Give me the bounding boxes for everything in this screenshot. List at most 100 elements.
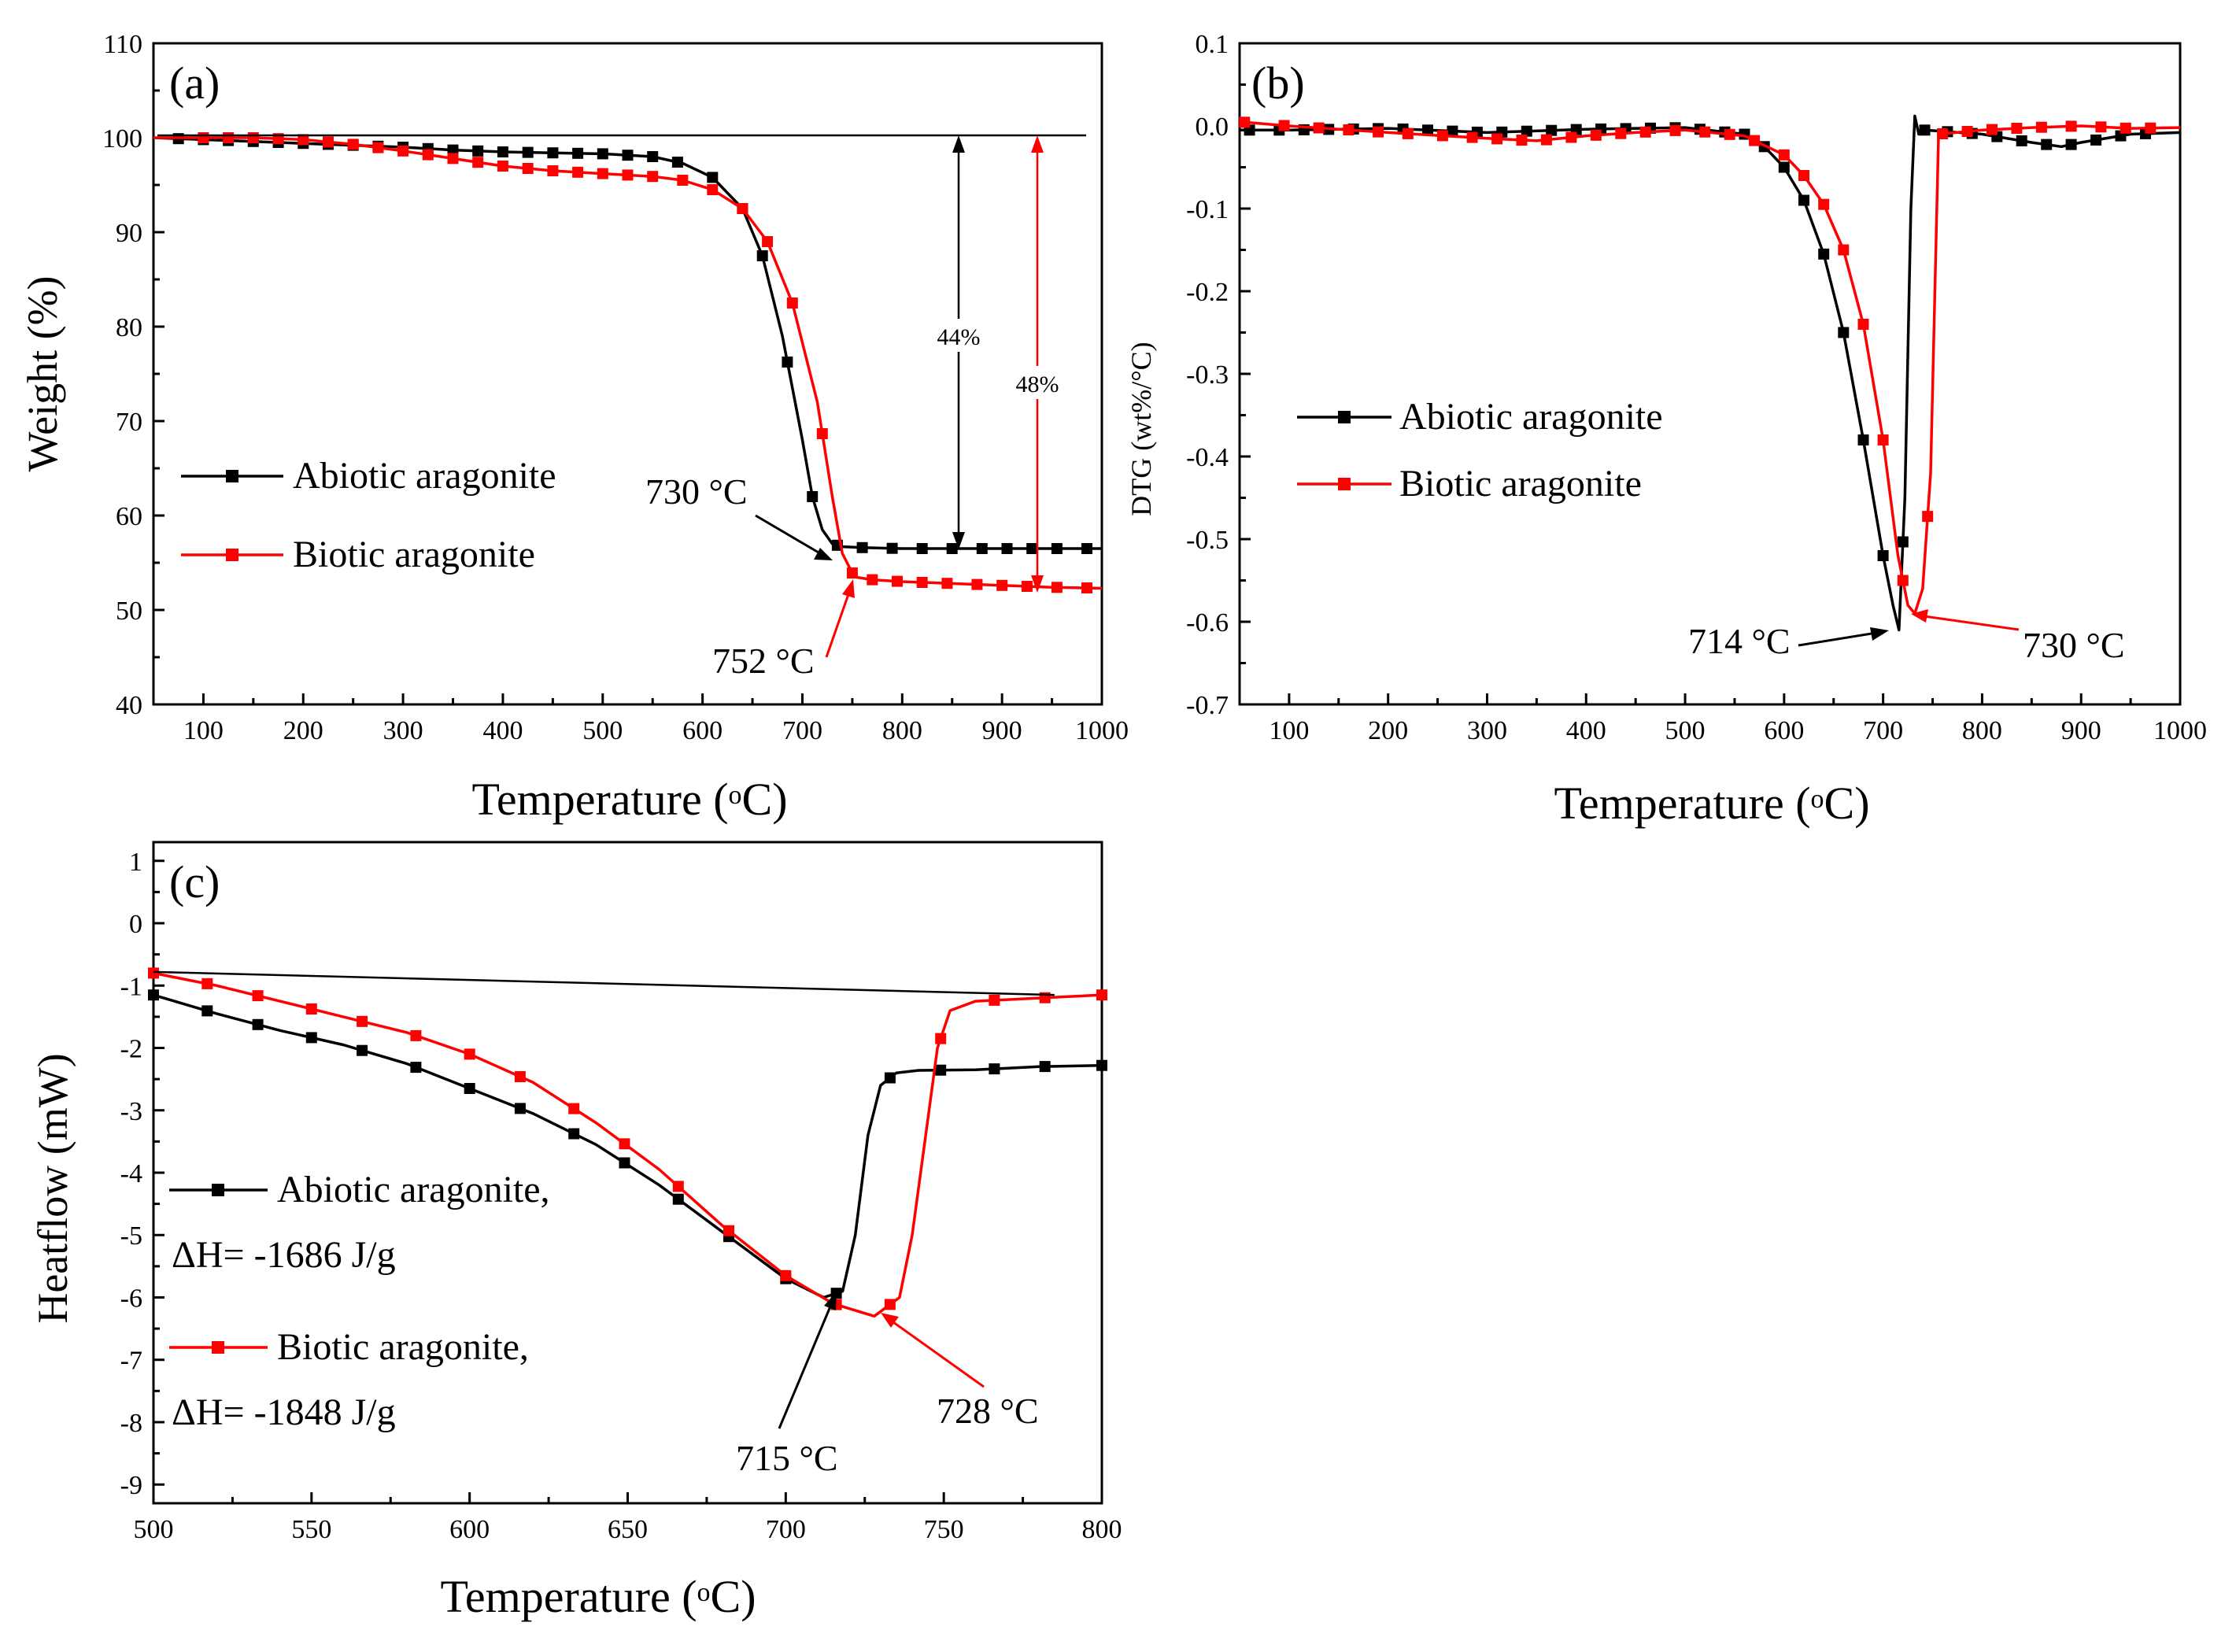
panel-a-data-point-biotic [1051, 582, 1063, 593]
panel-b-x-tick-label: 400 [1566, 716, 1606, 745]
panel-c-y-ticks: -9 -8 -7 -6 -5 -4 -3 -2 -1 0 1 [120, 848, 164, 1500]
panel-a-annotation-730-arrowhead [814, 548, 833, 560]
panel-b-data-point-biotic [1436, 130, 1448, 142]
panel-b-x-ticks: 100 200 300 400 500 600 700 800 900 1000 [1269, 693, 2207, 745]
panel-a-data-point-abiotic [976, 543, 988, 554]
panel-a-data-point-biotic [447, 153, 459, 164]
panel-b-data-point-biotic [1724, 128, 1735, 140]
panel-b-data-point-biotic [1838, 244, 1850, 256]
panel-a-data-point-biotic [298, 134, 309, 146]
panel-a-arrowhead-44-bottom [952, 532, 965, 549]
panel-a-legend-marker-abiotic [226, 470, 238, 482]
panel-b-x-tick-label: 200 [1368, 716, 1408, 745]
panel-a-data-point-abiotic [472, 145, 484, 157]
panel-b-x-tick-label: 800 [1962, 716, 2002, 745]
panel-b-annotation-714: 714 °C [1688, 621, 1791, 661]
panel-a-x-axis-title: Temperature (oC) [471, 774, 787, 825]
panel-a-data-point-biotic [677, 175, 689, 186]
panel-a-annotation-752-arrowhead [842, 579, 855, 598]
panel-c-legend-biotic-enthalpy: ΔH= -1848 J/g [172, 1391, 396, 1433]
panel-c-legend-abiotic: Abiotic aragonite, [277, 1169, 550, 1210]
panel-c-data-point-biotic [305, 1003, 317, 1014]
panel-a-data-point-abiotic [647, 151, 659, 162]
panel-a: 100 200 300 400 500 600 700 800 900 1000 40 50 60 70… [19, 30, 1129, 825]
panel-c-y-tick-label: -3 [120, 1097, 142, 1126]
panel-a-y-tick-label: 100 [102, 124, 142, 153]
panel-b-x-tick-label: 1000 [2153, 716, 2207, 745]
panel-b-data-point-biotic [1343, 124, 1355, 135]
panel-a-data-point-abiotic [916, 543, 928, 554]
panel-a-data-point-biotic [737, 203, 748, 214]
panel-a-x-tick-label: 400 [482, 716, 523, 745]
panel-b-y-tick-label: -0.4 [1186, 443, 1229, 472]
panel-a-arrowhead-48-bottom [1031, 575, 1044, 593]
panel-b-data-point-biotic [2035, 121, 2047, 133]
panel-c-data-point-abiotic [884, 1072, 896, 1084]
panel-c-baseline [153, 970, 1055, 996]
panel-a-x-ticks: 100 200 300 400 500 600 700 800 900 1000 [183, 693, 1129, 745]
panel-a-data-point-abiotic [622, 150, 634, 161]
panel-a-data-point-biotic [892, 575, 903, 587]
panel-a-y-tick-label: 110 [103, 30, 142, 59]
panel-b-data-point-biotic [1491, 133, 1503, 145]
panel-b-data-point-abiotic [1838, 327, 1850, 338]
panel-b-x-tick-label: 100 [1269, 716, 1309, 745]
panel-b-data-point-abiotic [1422, 124, 1433, 136]
panel-b-y-tick-label: 0.1 [1196, 30, 1229, 59]
panel-a-data-point-abiotic [497, 146, 508, 157]
panel-a-arrowhead-48-top [1031, 135, 1044, 153]
panel-c-y-axis-title: Heatflow (mW) [29, 1053, 76, 1323]
panel-b-data-point-abiotic [1521, 125, 1532, 137]
panel-b-data-point-biotic [1516, 135, 1528, 146]
panel-b-data-point-abiotic [1857, 434, 1869, 445]
panel-a-data-point-biotic [347, 139, 359, 150]
panel-a-y-tick-label: 60 [116, 502, 142, 531]
panel-b-x-tick-label: 500 [1665, 716, 1706, 745]
panel-b-legend-marker-abiotic [1338, 411, 1351, 423]
panel-c-y-tick-label: 1 [129, 848, 142, 877]
panel-c-data-point-abiotic [357, 1044, 368, 1056]
panel-a-data-point-biotic [422, 149, 434, 161]
panel-a-data-point-biotic [996, 579, 1008, 591]
panel-c-data-point-biotic [464, 1048, 475, 1060]
panel-b-annotation-714-arrow [1798, 632, 1872, 647]
panel-c-data-point-biotic [252, 990, 264, 1002]
panel-b-annotation-730-arrowhead [1911, 609, 1928, 623]
panel-b-y-ticks: -0.7 -0.6 -0.5 -0.4 -0.3 -0.2 -0.1 0.0 0.1 [1186, 30, 1251, 720]
panel-a-annotation-752: 752 °C [712, 641, 815, 681]
panel-a-series [153, 132, 1103, 593]
panel-b-data-point-biotic [1857, 319, 1869, 330]
panel-c-data-point-abiotic [514, 1103, 526, 1114]
panel-a-data-point-abiotic [807, 491, 819, 502]
panel-c-annotation-715-arrowhead [824, 1292, 837, 1310]
panel-a-data-point-biotic [497, 161, 508, 172]
panel-a-y-tick-label: 90 [116, 219, 142, 248]
panel-b-series [1239, 114, 2181, 632]
panel-b-data-point-abiotic [2041, 139, 2053, 150]
panel-c-x-tick-label: 800 [1082, 1515, 1122, 1544]
panel-a-y-ticks: 40 50 60 70 80 90 100 110 [102, 30, 164, 720]
panel-b-data-point-biotic [2065, 120, 2077, 132]
panel-b-annotation-714-arrowhead [1870, 627, 1889, 641]
panel-a-legend-abiotic: Abiotic aragonite [293, 455, 556, 497]
panel-a-data-point-abiotic [707, 172, 719, 183]
panel-c-data-point-abiotic [201, 1005, 213, 1017]
panel-b-x-tick-label: 700 [1863, 716, 1903, 745]
panel-a-y-tick-label: 80 [116, 313, 142, 342]
panel-c-x-ticks: 500 550 600 650 700 750 800 [134, 1492, 1122, 1544]
panel-a-data-point-abiotic [1001, 543, 1013, 554]
panel-b-data-point-biotic [1699, 126, 1711, 138]
panel-b-data-point-abiotic [2016, 135, 2027, 146]
panel-c-data-point-abiotic [148, 989, 159, 1001]
panel-b-data-point-biotic [1615, 128, 1627, 139]
panel-c-data-point-biotic [410, 1029, 422, 1041]
panel-a-data-point-biotic [622, 169, 634, 181]
panel-c-y-tick-label: -8 [120, 1409, 142, 1438]
panel-c-y-tick-label: 0 [129, 910, 142, 939]
panel-a-label: (a) [169, 57, 220, 109]
panel-b-x-axis-title: Temperature (oC) [1554, 778, 1869, 829]
panel-a-legend-marker-biotic [226, 549, 238, 561]
panel-b-y-tick-label: -0.6 [1186, 608, 1229, 638]
panel-b-data-point-biotic [1818, 198, 1830, 210]
panel-a-data-point-biotic [971, 578, 983, 590]
